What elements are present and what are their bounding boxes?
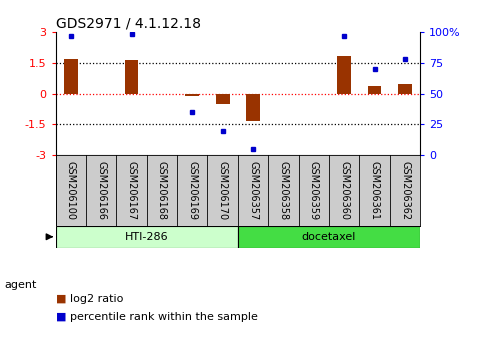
Text: log2 ratio: log2 ratio — [70, 294, 124, 304]
Bar — [216, 93, 229, 104]
Bar — [368, 86, 382, 93]
Text: ■: ■ — [56, 294, 66, 304]
Text: GSM206170: GSM206170 — [218, 161, 227, 220]
Text: ■: ■ — [56, 312, 66, 322]
Text: agent: agent — [5, 280, 37, 290]
Text: GSM206358: GSM206358 — [279, 161, 288, 220]
Bar — [185, 93, 199, 96]
Text: GSM206100: GSM206100 — [66, 161, 76, 220]
Text: GSM206166: GSM206166 — [96, 161, 106, 220]
Bar — [398, 84, 412, 93]
Bar — [238, 226, 420, 248]
Bar — [56, 226, 238, 248]
Text: HTI-286: HTI-286 — [125, 232, 169, 242]
Text: GSM206362: GSM206362 — [400, 161, 410, 220]
Bar — [64, 59, 78, 93]
Bar — [246, 93, 260, 121]
Text: GSM206167: GSM206167 — [127, 161, 137, 220]
Text: GSM206169: GSM206169 — [187, 161, 197, 220]
Text: GSM206361: GSM206361 — [369, 161, 380, 220]
Text: GSM206357: GSM206357 — [248, 161, 258, 220]
Text: GSM206360: GSM206360 — [339, 161, 349, 220]
Bar — [338, 56, 351, 93]
Text: docetaxel: docetaxel — [302, 232, 356, 242]
Text: GSM206359: GSM206359 — [309, 161, 319, 220]
Text: GDS2971 / 4.1.12.18: GDS2971 / 4.1.12.18 — [56, 17, 200, 31]
Text: percentile rank within the sample: percentile rank within the sample — [70, 312, 258, 322]
Bar — [125, 59, 138, 93]
Text: GSM206168: GSM206168 — [157, 161, 167, 220]
